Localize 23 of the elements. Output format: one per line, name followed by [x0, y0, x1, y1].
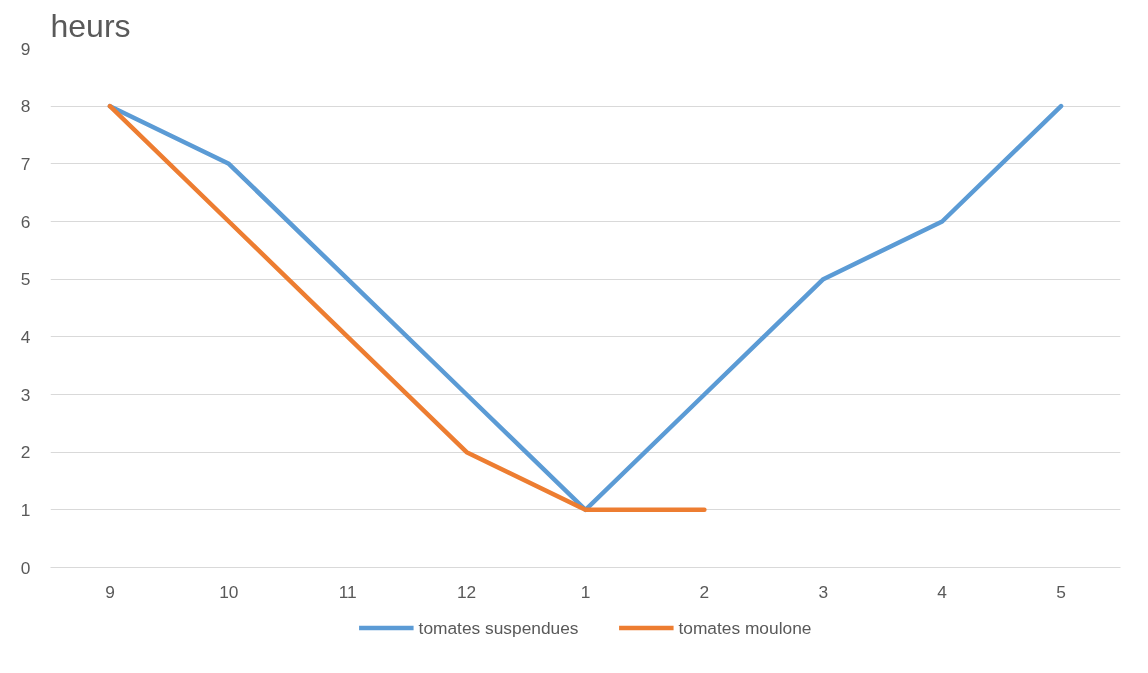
y-tick-label: 3 — [20, 384, 31, 405]
y-tick-label: 9 — [20, 38, 31, 59]
legend-label: tomates suspendues — [418, 617, 579, 638]
y-tick-label: 1 — [20, 499, 31, 520]
y-tick-label: 4 — [20, 326, 31, 347]
x-tick-label: 3 — [818, 581, 829, 602]
x-tick-label: 11 — [338, 581, 357, 602]
x-tick-label: 12 — [456, 581, 477, 602]
x-tick-label: 1 — [580, 581, 591, 602]
y-tick-label: 5 — [20, 269, 31, 290]
x-tick-label: 5 — [1056, 581, 1066, 602]
y-tick-label: 6 — [20, 211, 31, 232]
x-tick-label: 4 — [937, 581, 948, 602]
x-tick-label: 2 — [699, 581, 710, 602]
y-tick-label: 0 — [20, 557, 31, 578]
y-tick-label: 8 — [20, 96, 31, 117]
line-series — [107, 103, 707, 513]
x-tick-label: 10 — [219, 581, 239, 602]
y-tick-label: 2 — [20, 442, 31, 463]
y-tick-label: 7 — [20, 153, 31, 174]
y-axis-title: heurs — [50, 7, 131, 44]
legend-label: tomates moulone — [678, 617, 812, 638]
x-tick-label: 9 — [105, 581, 115, 602]
